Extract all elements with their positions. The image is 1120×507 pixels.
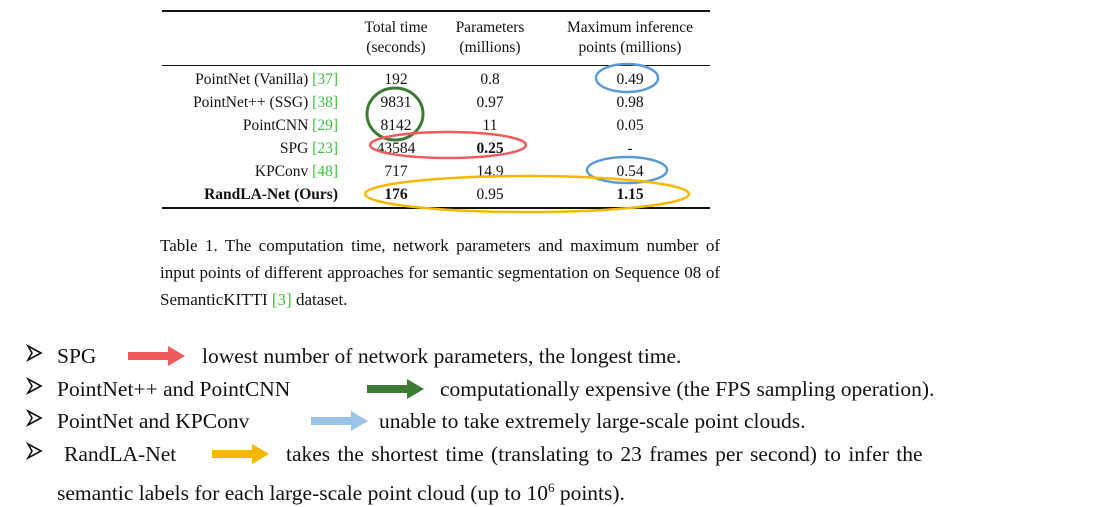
bullet-text-part: semantic labels for each large-scale poi… [57, 481, 548, 506]
citation: [23] [312, 140, 338, 157]
table-row: KPConv [48] 717 14.9 0.54 [162, 160, 710, 183]
method-name: RandLA-Net (Ours) [204, 186, 338, 203]
red-circle-spg [368, 130, 528, 160]
table-row: PointNet (Vanilla) [37] 192 0.8 0.49 [162, 68, 710, 91]
citation: [29] [312, 117, 338, 134]
method-name: SPG [279, 140, 313, 157]
bullet-arrow-icon [25, 408, 48, 437]
method-cell: SPG [23] [280, 137, 338, 160]
method-cell: PointNet++ (SSG) [38] [193, 91, 338, 114]
method-name: PointNet++ (SSG) [193, 94, 313, 111]
time-cell: 9831 [380, 94, 412, 111]
blue-circle-kpconv [585, 155, 669, 185]
params-cell: 0.95 [476, 186, 504, 203]
yellow-circle-randla [363, 174, 691, 214]
method-name: PointCNN [242, 117, 313, 134]
exponent: 6 [547, 480, 555, 495]
method-name: KPConv [254, 163, 313, 180]
points-cell: 0.49 [616, 71, 644, 88]
bullet-arrow-icon [25, 376, 48, 405]
bullet-arrow-icon [25, 343, 48, 372]
points-cell: - [627, 140, 633, 157]
header-line: Total time [364, 19, 428, 36]
mid-rule [162, 65, 710, 66]
bullet-label-spg: SPG [57, 344, 97, 368]
green-arrow-icon [367, 379, 424, 399]
top-rule [162, 10, 710, 12]
header-line: (seconds) [366, 39, 426, 56]
bullet-text-part: points). [554, 481, 625, 506]
bullet-label-pointnet-pointcnn: PointNet++ and PointCNN [57, 377, 291, 401]
bullet-arrow-icon [25, 441, 48, 470]
red-arrow-icon [128, 346, 185, 366]
table-caption: Table 1. The computation time, network p… [160, 232, 720, 313]
citation: [48] [312, 163, 338, 180]
method-cell: RandLA-Net (Ours) [204, 183, 338, 206]
method-cell: KPConv [48] [255, 160, 338, 183]
points-cell: 1.15 [616, 186, 644, 203]
bullet-text: lowest number of network parameters, the… [202, 344, 682, 368]
table-row: RandLA-Net (Ours) 176 0.95 1.15 [162, 183, 710, 206]
blue-circle-pointnet [594, 62, 660, 94]
header-line: (millions) [459, 39, 521, 56]
time-cell: 717 [384, 163, 408, 180]
header-line: points (millions) [578, 39, 682, 56]
points-cell: 0.05 [616, 117, 644, 134]
header-max-points: Maximum inference points (millions) [550, 18, 710, 58]
params-cell: 11 [482, 117, 498, 134]
caption-citation: [3] [271, 290, 292, 309]
method-name: PointNet (Vanilla) [195, 71, 313, 88]
points-cell: 0.54 [616, 163, 644, 180]
yellow-arrow-icon [212, 444, 269, 464]
time-cell: 176 [384, 186, 408, 203]
citation: [37] [312, 71, 338, 88]
params-cell: 0.25 [476, 140, 504, 157]
time-cell: 8142 [380, 117, 412, 134]
method-cell: PointNet (Vanilla) [37] [195, 68, 338, 91]
bullet-text: takes the shortest time (translating to … [286, 442, 923, 466]
header-total-time: Total time (seconds) [352, 18, 440, 58]
params-cell: 0.97 [476, 94, 504, 111]
table-row: PointNet++ (SSG) [38] 9831 0.97 0.98 [162, 91, 710, 114]
bullet-text: computationally expensive (the FPS sampl… [440, 377, 935, 401]
bullet-label-pointnet-kpconv: PointNet and KPConv [57, 409, 250, 433]
method-cell: PointCNN [29] [243, 114, 338, 137]
params-cell: 0.8 [480, 71, 500, 88]
caption-text-end: dataset. [291, 290, 348, 309]
header-parameters: Parameters (millions) [440, 18, 540, 58]
bullet-label-randla: RandLA-Net [64, 442, 177, 466]
points-cell: 0.98 [616, 94, 644, 111]
citation: [38] [312, 94, 338, 111]
table-row: PointCNN [29] 8142 11 0.05 [162, 114, 710, 137]
caption-text: Table 1. The computation time, network p… [160, 236, 720, 309]
blue-arrow-icon [311, 411, 368, 431]
header-line: Parameters [455, 19, 525, 36]
header-line: Maximum inference [566, 19, 694, 36]
green-circle-pointnet-pointcnn [365, 86, 425, 142]
bullet-text: unable to take extremely large-scale poi… [379, 409, 806, 433]
bullet-text-line2: semantic labels for each large-scale poi… [57, 474, 625, 507]
time-cell: 192 [384, 71, 408, 88]
